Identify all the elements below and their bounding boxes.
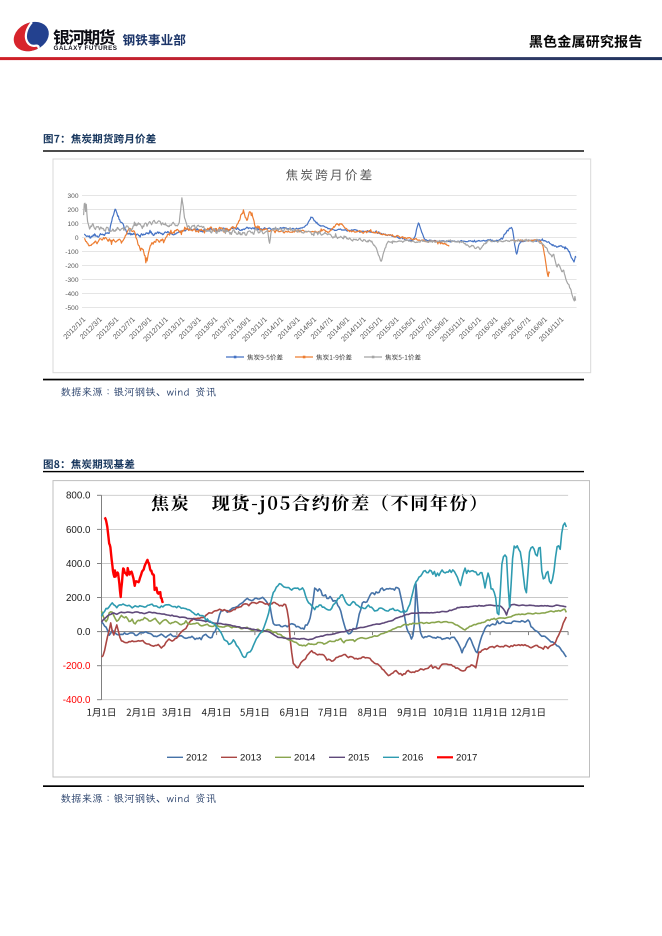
- svg-text:2014: 2014: [294, 753, 316, 764]
- svg-text:2015: 2015: [348, 753, 369, 764]
- svg-text:0: 0: [75, 235, 79, 242]
- svg-text:2013: 2013: [240, 753, 261, 764]
- svg-text:200: 200: [67, 207, 78, 214]
- svg-text:200.0: 200.0: [66, 593, 91, 604]
- svg-text:800.0: 800.0: [66, 491, 91, 502]
- svg-text:100: 100: [67, 221, 78, 228]
- svg-text:-400: -400: [65, 291, 79, 298]
- svg-text:GALAXY FUTURES: GALAXY FUTURES: [54, 45, 118, 52]
- svg-text:-200: -200: [65, 263, 79, 270]
- svg-text:-400.0: -400.0: [63, 695, 91, 706]
- svg-text:-200.0: -200.0: [63, 661, 91, 672]
- svg-text:300: 300: [67, 193, 78, 200]
- svg-text:-100: -100: [65, 249, 79, 256]
- svg-text:-500: -500: [65, 305, 79, 312]
- svg-text:2017: 2017: [456, 753, 477, 764]
- svg-text:600.0: 600.0: [66, 525, 91, 536]
- svg-text:400.0: 400.0: [66, 559, 91, 570]
- svg-text:-300: -300: [65, 277, 79, 284]
- svg-text:0.0: 0.0: [77, 627, 91, 638]
- svg-text:2016: 2016: [402, 753, 423, 764]
- svg-text:2012: 2012: [186, 753, 207, 764]
